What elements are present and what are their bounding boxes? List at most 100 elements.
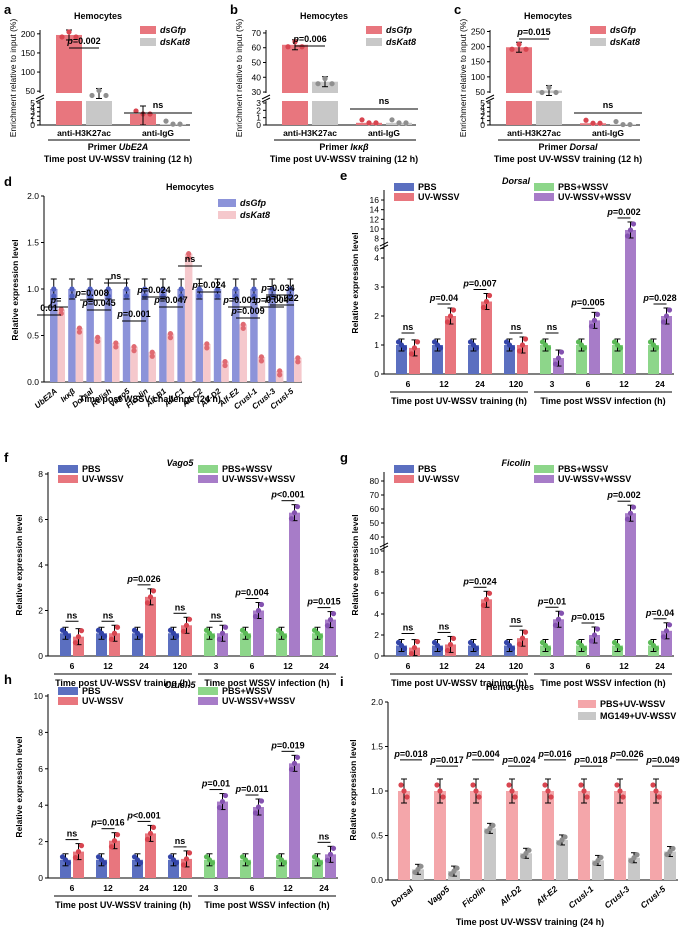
- panel-e-legend-swatch-2: [534, 183, 554, 191]
- panel-b-yticklabel-bottom: 0: [256, 120, 261, 130]
- panel-e-dot: [509, 345, 516, 351]
- panel-f-bar-1-3: [181, 625, 192, 656]
- panel-d-bar-dsKat8-8: [203, 343, 211, 382]
- panel-c-dot: [539, 89, 545, 96]
- panel-i-dot: [434, 782, 440, 788]
- panel-g-yticklabel: 10: [370, 546, 380, 556]
- panel-h-bar-1-1: [109, 840, 120, 878]
- panel-d-pvalue-6: p=0.024: [136, 285, 170, 295]
- panel-c-axis-break: [485, 94, 495, 100]
- panel-f-bar-0-1: [96, 633, 107, 656]
- panel-d-dot: [295, 355, 301, 361]
- panel-d-dot: [51, 293, 57, 299]
- panel-d-bar-dsGfp-2: [86, 289, 94, 382]
- panel-c-title: Hemocytes: [524, 11, 572, 21]
- panel-e-yticklabel: 6: [374, 243, 379, 253]
- panel-h-bar-1-3: [181, 858, 192, 878]
- panel-c-bar-lower-1-0: [536, 101, 562, 125]
- panel-h-dot: [288, 766, 295, 772]
- panel-e-dot: [545, 345, 552, 351]
- panel-f-legend-label-1: UV-WSSV: [82, 474, 124, 484]
- panel-h-dot: [222, 792, 229, 799]
- panel-b-dot: [329, 81, 335, 87]
- panel-d-pvalue-9: p=0.024: [191, 280, 225, 290]
- panel-d-pvalue-14: p=0.022: [264, 293, 298, 303]
- panel-a-yticklabel-top: 50: [26, 86, 36, 96]
- panel-d-pvalue-10: p=0.001: [222, 295, 256, 305]
- panel-e-legend-swatch-3: [534, 193, 554, 201]
- panel-g-dot: [447, 641, 454, 648]
- panel-a-axis-break: [35, 97, 45, 103]
- panel-b-bar-1-0: [312, 81, 338, 93]
- panel-g-legend-label-2: PBS+WSSV: [558, 464, 608, 474]
- panel-c-yticklabel-top: 150: [471, 57, 485, 67]
- panel-h-dot: [186, 850, 193, 856]
- panel-b-yticklabel-top: 50: [252, 58, 262, 68]
- panel-d-dot: [149, 353, 155, 359]
- panel-f-bar-0-0: [60, 633, 71, 656]
- panel-e-xticklabel-6: 12: [619, 379, 629, 389]
- panel-d-yticklabel: 0.5: [27, 331, 39, 341]
- panel-g-legend-label-3: UV-WSSV+WSSV: [558, 474, 631, 484]
- panel-g-title: Ficolin: [502, 458, 532, 468]
- panel-i-pvalue-2: p=0.004: [465, 749, 499, 759]
- panel-c-legend-swatch-0: [590, 26, 606, 34]
- panel-d-xlabel: Time post WSSV challenge (24 h): [79, 394, 221, 404]
- panel-a-dot: [73, 34, 79, 40]
- panel-e-title: Dorsal: [502, 176, 531, 186]
- panel-i-bar-pbs-3: [506, 791, 518, 880]
- panel-i-bar-mg149-2: [484, 828, 496, 880]
- panel-b-dot: [292, 39, 298, 45]
- panel-d-bar-dsKat8-5: [148, 352, 156, 382]
- panel-c-yticklabel-top: 100: [471, 72, 485, 82]
- panel-i-xticklabel-6: Crusl-3: [602, 884, 631, 911]
- panel-g-dot: [627, 510, 634, 516]
- panel-h-dot: [245, 860, 252, 866]
- panel-c-yticklabel-bottom: 2: [480, 111, 485, 121]
- panel-g-pvalue-5: p=0.015: [570, 612, 604, 622]
- panel-d-bar-dsKat8-2: [93, 337, 102, 382]
- panel-g-dot: [588, 638, 595, 644]
- panel-e-dot: [630, 221, 637, 227]
- panel-e-dot: [437, 345, 444, 351]
- panel-d-bar-dsKat8-13: [294, 357, 302, 382]
- panel-f-bar-2-1: [240, 633, 251, 656]
- panel-h-dot: [255, 804, 262, 810]
- panel-d-dot: [123, 286, 130, 292]
- panel-g-dot: [486, 590, 493, 596]
- panel-i-pvalue-5: p=0.018: [573, 755, 607, 765]
- panel-b-dot: [373, 120, 379, 126]
- panel-i-xticklabel-1: Vago5: [426, 884, 452, 908]
- panel-e-pvalue-3: ns: [511, 322, 522, 332]
- panel-h-yticklabel: 10: [34, 691, 44, 701]
- panel-f-title: Vago5: [167, 458, 195, 468]
- panel-b-yticklabel-top: 70: [252, 28, 262, 38]
- panel-h-bar-3-2: [289, 763, 300, 878]
- panel-e-dot: [486, 292, 493, 299]
- panel-h-dot: [183, 856, 190, 862]
- panel-a-legend-swatch-0: [140, 26, 156, 34]
- panel-d-dot: [277, 368, 283, 374]
- panel-f-pvalue-1: ns: [103, 610, 114, 620]
- panel-g-yticklabel: 80: [370, 476, 380, 486]
- panel-e-legend-swatch-0: [394, 183, 414, 191]
- panel-h-legend-swatch-1: [58, 697, 78, 705]
- panel-g-axis-break: [379, 545, 389, 551]
- panel-d-yticklabel: 1.0: [27, 284, 39, 294]
- panel-e-legend-label-2: PBS+WSSV: [558, 182, 608, 192]
- panel-h-dot: [327, 851, 334, 857]
- panel-b-primer-label: Primer Iκκβ: [319, 142, 369, 152]
- panel-g-dot: [591, 632, 598, 638]
- panel-e-dot: [558, 349, 565, 355]
- panel-f-dot: [114, 624, 121, 630]
- panel-i-dot: [526, 847, 532, 853]
- panel-g-pvalue-7: p=0.04: [645, 608, 674, 618]
- panel-f-yticklabel: 6: [38, 515, 43, 525]
- panel-d-dot: [251, 286, 257, 292]
- panel-g-dot: [480, 602, 487, 608]
- panel-g-xticklabel-5: 6: [586, 661, 591, 671]
- panel-h-xticklabel-4: 3: [214, 883, 219, 893]
- panel-g-dot: [522, 629, 529, 635]
- panel-e-yticklabel: 2: [374, 311, 379, 321]
- panel-d-legend-label-1: dsKat8: [240, 210, 270, 220]
